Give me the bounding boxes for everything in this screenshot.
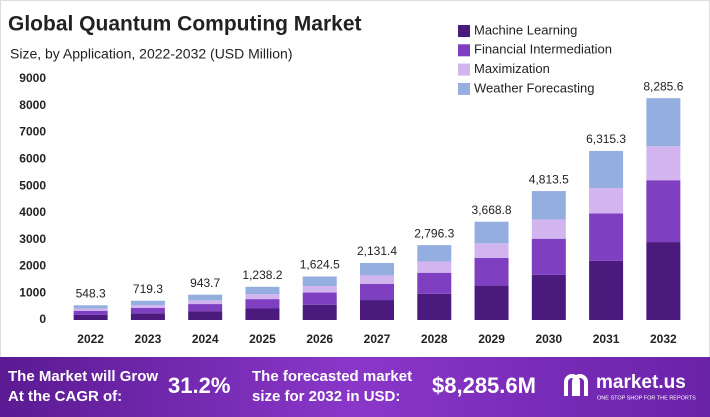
bar-segment xyxy=(531,238,566,275)
x-tick-label: 2027 xyxy=(364,332,391,346)
bar-segment xyxy=(417,261,452,273)
bar-segment xyxy=(589,260,624,320)
bar-segment xyxy=(73,308,108,311)
x-tick-label: 2030 xyxy=(535,332,562,346)
y-tick-label: 4000 xyxy=(19,205,46,219)
bar-segment xyxy=(646,180,681,243)
y-tick-label: 0 xyxy=(39,312,46,326)
y-tick-label: 6000 xyxy=(19,152,46,166)
y-tick-label: 1000 xyxy=(19,285,46,299)
total-label: 8,285.6 xyxy=(643,79,683,93)
bar-segment xyxy=(245,308,280,320)
total-label: 1,238.2 xyxy=(242,268,282,282)
bar-segment xyxy=(188,300,223,305)
cagr-text: The Market will Grow xyxy=(8,368,158,385)
bar-segment xyxy=(245,299,280,309)
bar-segment xyxy=(531,274,566,320)
bar-segment xyxy=(646,146,681,181)
bar-segment xyxy=(360,275,394,284)
chart-title: Global Quantum Computing Market xyxy=(8,13,362,36)
total-label: 719.3 xyxy=(133,282,163,296)
total-label: 6,315.3 xyxy=(586,132,626,146)
y-tick-label: 9000 xyxy=(19,71,46,85)
total-label: 4,813.5 xyxy=(529,172,569,186)
x-tick-label: 2031 xyxy=(593,332,620,346)
x-tick-label: 2023 xyxy=(135,332,162,346)
bar-segment xyxy=(531,191,566,220)
x-tick-label: 2032 xyxy=(650,332,677,346)
bar-segment xyxy=(474,243,509,259)
bar-segment xyxy=(73,310,108,315)
chart-subtitle: Size, by Application, 2022-2032 (USD Mil… xyxy=(10,46,292,62)
bar-segment xyxy=(130,300,165,306)
bar-segment xyxy=(646,98,681,147)
legend-label: Machine Learning xyxy=(474,22,577,37)
bar-segment xyxy=(474,258,509,286)
bar-segment xyxy=(302,292,337,305)
total-label: 2,131.4 xyxy=(357,244,397,258)
legend-label: Weather Forecasting xyxy=(474,80,594,95)
bar-segment xyxy=(360,283,394,301)
legend-swatch xyxy=(458,44,470,57)
bar-segment xyxy=(646,242,681,320)
legend-swatch xyxy=(458,63,470,76)
bar-segment xyxy=(417,272,452,294)
x-tick-label: 2029 xyxy=(478,332,505,346)
brand-name: market.us xyxy=(596,372,686,393)
legend-label: Financial Intermediation xyxy=(474,42,612,57)
cagr-value: 31.2% xyxy=(168,373,230,398)
y-tick-label: 2000 xyxy=(19,259,46,273)
y-tick-label: 5000 xyxy=(19,178,46,192)
forecast-text: size for 2032 in USD: xyxy=(252,388,400,405)
bar-segment xyxy=(474,221,509,244)
bar-segment xyxy=(417,293,452,320)
total-label: 2,796.3 xyxy=(414,226,454,240)
footer-banner xyxy=(0,357,710,417)
bar-segment xyxy=(589,150,624,189)
x-tick-label: 2024 xyxy=(192,332,219,346)
y-tick-label: 7000 xyxy=(19,125,46,139)
legend-swatch xyxy=(458,82,470,95)
bar-segment xyxy=(130,305,165,308)
brand-tagline: ONE STOP SHOP FOR THE REPORTS xyxy=(597,395,696,401)
total-label: 943.7 xyxy=(190,276,220,290)
bar-segment xyxy=(73,314,108,320)
bar-segment xyxy=(73,305,108,309)
bar-segment xyxy=(417,245,452,262)
x-tick-label: 2025 xyxy=(249,332,276,346)
total-label: 3,668.8 xyxy=(472,203,512,217)
x-tick-label: 2026 xyxy=(306,332,333,346)
total-label: 548.3 xyxy=(76,286,106,300)
bar-segment xyxy=(245,286,280,295)
x-tick-label: 2022 xyxy=(77,332,104,346)
bar-segment xyxy=(188,311,223,320)
bar-segment xyxy=(589,188,624,214)
legend-label: Maximization xyxy=(474,61,550,76)
legend-swatch xyxy=(458,25,470,37)
bar-segment xyxy=(360,262,394,276)
bar-segment xyxy=(130,307,165,314)
y-tick-label: 8000 xyxy=(19,98,46,112)
forecast-text: The forecasted market xyxy=(252,368,412,385)
bar-segment xyxy=(188,304,223,312)
bar-segment xyxy=(188,294,223,301)
cagr-text: At the CAGR of: xyxy=(8,388,122,405)
y-tick-label: 3000 xyxy=(19,232,46,246)
bar-segment xyxy=(531,219,566,239)
bar-segment xyxy=(360,300,394,320)
bar-segment xyxy=(589,213,624,261)
bar-segment xyxy=(130,313,165,320)
total-label: 1,624.5 xyxy=(300,258,340,272)
bar-segment xyxy=(474,285,509,320)
bar-segment xyxy=(302,304,337,320)
forecast-value: $8,285.6M xyxy=(432,373,536,398)
x-tick-label: 2028 xyxy=(421,332,448,346)
bar-segment xyxy=(302,276,337,286)
bar-segment xyxy=(245,294,280,300)
bar-segment xyxy=(302,285,337,293)
brand-logo xyxy=(564,374,588,396)
